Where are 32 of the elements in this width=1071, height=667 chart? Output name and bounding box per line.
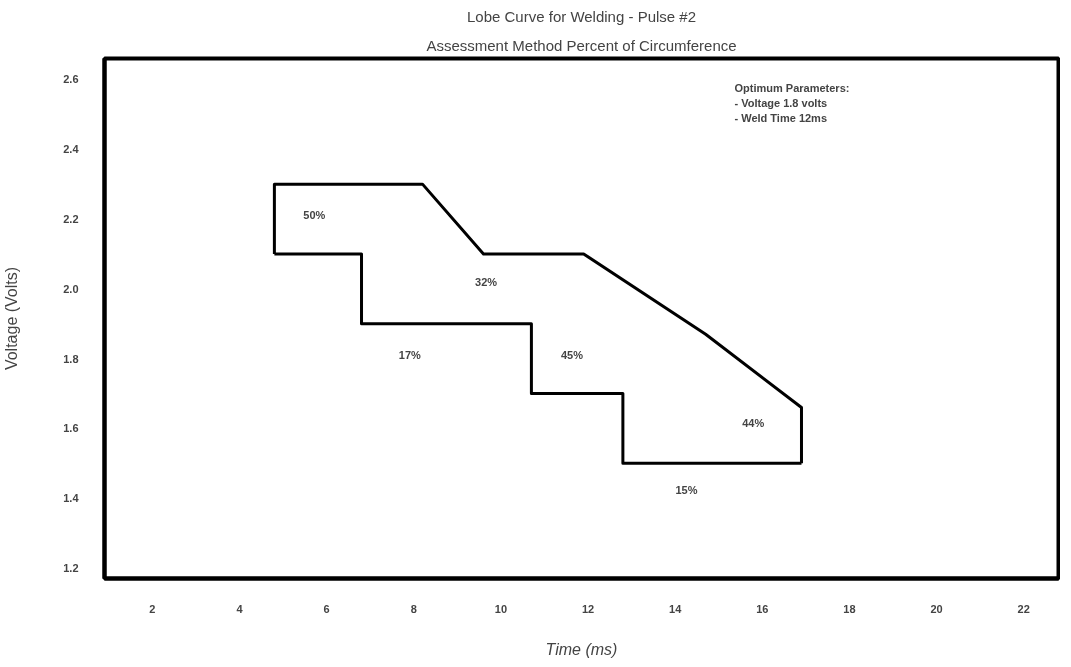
- annotation: 44%: [742, 416, 765, 429]
- x-tick-label: 22: [1017, 602, 1030, 615]
- x-tick-label: 18: [843, 602, 856, 615]
- y-tick-label: 1.4: [63, 492, 80, 505]
- x-tick-label: 2: [149, 602, 156, 615]
- y-tick-label: 1.6: [63, 422, 79, 435]
- x-tick-label: 4: [236, 602, 244, 615]
- y-tick-label: 1.2: [63, 562, 79, 575]
- annotation: - Voltage 1.8 volts: [734, 96, 828, 109]
- annotation: - Weld Time 12ms: [734, 111, 828, 124]
- annotation: 50%: [303, 208, 326, 221]
- annotation: Optimum Parameters:: [734, 81, 850, 94]
- x-axis-title: Time (ms): [545, 640, 618, 658]
- x-tick-label: 6: [323, 602, 330, 615]
- annotation: 15%: [675, 484, 698, 497]
- x-tick-label: 8: [410, 602, 417, 615]
- x-tick-label: 14: [669, 602, 683, 615]
- y-axis-title: Voltage (Volts): [3, 266, 21, 371]
- y-tick-label: 2.6: [63, 73, 79, 86]
- x-tick-label: 10: [494, 602, 508, 615]
- y-tick-label: 2.4: [63, 143, 80, 156]
- y-tick-label: 1.8: [63, 352, 79, 365]
- x-tick-label: 12: [581, 602, 595, 615]
- annotation: 32%: [475, 276, 498, 289]
- chart-title: Lobe Curve for Welding - Pulse #2: [466, 7, 697, 25]
- y-tick-label: 2.2: [63, 213, 79, 226]
- annotation: 17%: [398, 348, 422, 361]
- annotation: 45%: [560, 348, 584, 361]
- chart-subtitle: Assessment Method Percent of Circumference: [426, 36, 737, 54]
- x-tick-label: 20: [930, 602, 943, 615]
- y-tick-label: 2.0: [63, 282, 79, 295]
- x-tick-label: 16: [756, 602, 769, 615]
